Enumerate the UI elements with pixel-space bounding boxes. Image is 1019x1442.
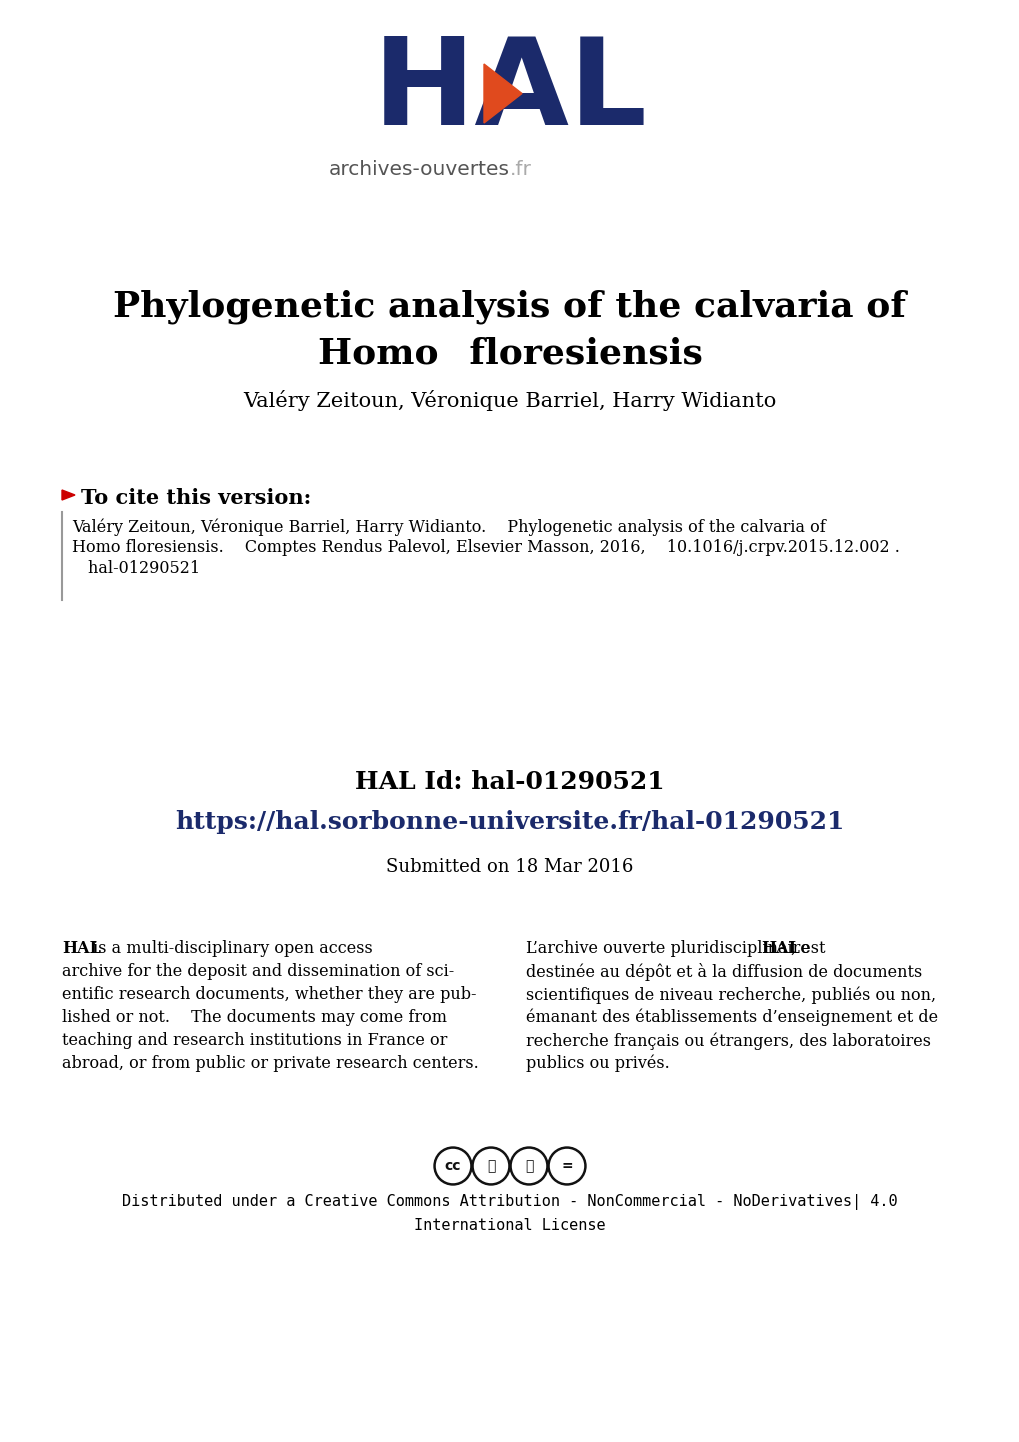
Circle shape bbox=[512, 1149, 545, 1182]
Polygon shape bbox=[484, 63, 522, 123]
Circle shape bbox=[474, 1149, 507, 1182]
Text: destinée au dépôt et à la diffusion de documents: destinée au dépôt et à la diffusion de d… bbox=[526, 963, 921, 981]
Circle shape bbox=[550, 1149, 583, 1182]
Text: Homo floresiensis.  Comptes Rendus Palevol, Elsevier Masson, 2016,  10.1016/j.cr: Homo floresiensis. Comptes Rendus Palevo… bbox=[72, 539, 899, 557]
Text: =: = bbox=[560, 1159, 573, 1172]
Text: L’archive ouverte pluridisciplinaire: L’archive ouverte pluridisciplinaire bbox=[526, 940, 814, 957]
Text: HAL Id: hal-01290521: HAL Id: hal-01290521 bbox=[355, 770, 664, 795]
Text: ⓢ: ⓢ bbox=[525, 1159, 533, 1172]
Text: HAL: HAL bbox=[372, 33, 647, 150]
Text: entific research documents, whether they are pub-: entific research documents, whether they… bbox=[62, 986, 476, 1004]
Text: Valéry Zeitoun, Véronique Barriel, Harry Widianto.  Phylogenetic analysis of the: Valéry Zeitoun, Véronique Barriel, Harry… bbox=[72, 518, 825, 535]
Text: recherche français ou étrangers, des laboratoires: recherche français ou étrangers, des lab… bbox=[526, 1032, 930, 1050]
Text: https://hal.sorbonne-universite.fr/hal-01290521: https://hal.sorbonne-universite.fr/hal-0… bbox=[175, 810, 844, 833]
Circle shape bbox=[433, 1146, 472, 1185]
Polygon shape bbox=[62, 490, 75, 500]
Text: ⓘ: ⓘ bbox=[486, 1159, 494, 1172]
Text: archive for the deposit and dissemination of sci-: archive for the deposit and disseminatio… bbox=[62, 963, 453, 981]
Text: Distributed under a Creative Commons Attribution - NonCommercial - NoDerivatives: Distributed under a Creative Commons Att… bbox=[122, 1194, 897, 1210]
Text: cc: cc bbox=[444, 1159, 461, 1172]
Text: lished or not.  The documents may come from: lished or not. The documents may come fr… bbox=[62, 1009, 446, 1027]
Text: scientifiques de niveau recherche, publiés ou non,: scientifiques de niveau recherche, publi… bbox=[526, 986, 935, 1004]
Text: HAL: HAL bbox=[760, 940, 799, 957]
Text: , est: , est bbox=[790, 940, 824, 957]
Text: archives-ouvertes: archives-ouvertes bbox=[329, 160, 510, 179]
Circle shape bbox=[547, 1146, 586, 1185]
Text: HAL: HAL bbox=[62, 940, 101, 957]
Text: International License: International License bbox=[414, 1218, 605, 1233]
Text: .fr: .fr bbox=[510, 160, 531, 179]
Text: is a multi-disciplinary open access: is a multi-disciplinary open access bbox=[88, 940, 372, 957]
Text: hal-01290521: hal-01290521 bbox=[72, 559, 200, 577]
Text: émanant des établissements d’enseignement et de: émanant des établissements d’enseignemen… bbox=[526, 1009, 937, 1027]
Text: publics ou privés.: publics ou privés. bbox=[526, 1056, 669, 1073]
Circle shape bbox=[472, 1146, 510, 1185]
Circle shape bbox=[510, 1146, 547, 1185]
Text: Valéry Zeitoun, Véronique Barriel, Harry Widianto: Valéry Zeitoun, Véronique Barriel, Harry… bbox=[244, 389, 775, 411]
Circle shape bbox=[436, 1149, 469, 1182]
Text: Submitted on 18 Mar 2016: Submitted on 18 Mar 2016 bbox=[386, 858, 633, 875]
Text: teaching and research institutions in France or: teaching and research institutions in Fr… bbox=[62, 1032, 447, 1048]
Text: Phylogenetic analysis of the calvaria of: Phylogenetic analysis of the calvaria of bbox=[113, 290, 906, 324]
Text: abroad, or from public or private research centers.: abroad, or from public or private resear… bbox=[62, 1056, 478, 1071]
Text: Homo  floresiensis: Homo floresiensis bbox=[317, 336, 702, 371]
Text: To cite this version:: To cite this version: bbox=[81, 487, 311, 508]
